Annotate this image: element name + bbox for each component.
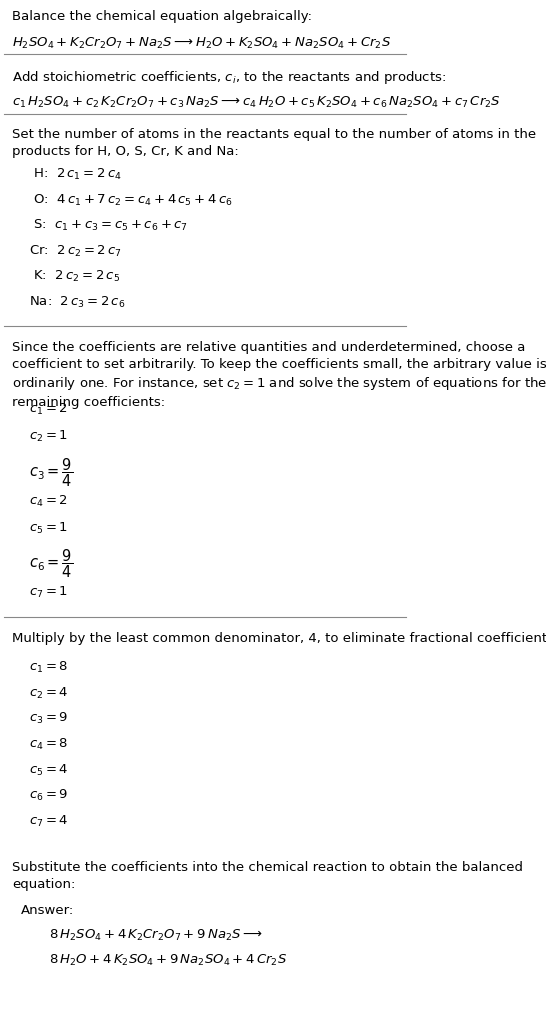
Text: $c_7 = 1$: $c_7 = 1$ [29, 585, 68, 600]
Text: Cr:  $2\,c_2 = 2\,c_7$: Cr: $2\,c_2 = 2\,c_7$ [29, 243, 122, 259]
Text: $c_6 = 9$: $c_6 = 9$ [29, 788, 68, 803]
Text: Set the number of atoms in the reactants equal to the number of atoms in the
pro: Set the number of atoms in the reactants… [13, 129, 536, 158]
Text: $c_1 = 2$: $c_1 = 2$ [29, 403, 68, 418]
Text: Since the coefficients are relative quantities and underdetermined, choose a
coe: Since the coefficients are relative quan… [13, 341, 546, 410]
Text: $8\, H_2SO_4 + 4\, K_2Cr_2O_7 + 9\, Na_2S \longrightarrow$: $8\, H_2SO_4 + 4\, K_2Cr_2O_7 + 9\, Na_2… [49, 928, 263, 943]
Text: K:  $2\,c_2 = 2\,c_5$: K: $2\,c_2 = 2\,c_5$ [29, 270, 120, 285]
Text: O:  $4\,c_1 + 7\,c_2 = c_4 + 4\,c_5 + 4\,c_6$: O: $4\,c_1 + 7\,c_2 = c_4 + 4\,c_5 + 4\,… [29, 193, 232, 208]
Text: Balance the chemical equation algebraically:: Balance the chemical equation algebraica… [13, 10, 312, 23]
Text: $8\, H_2O + 4\, K_2SO_4 + 9\, Na_2SO_4 + 4\, Cr_2S$: $8\, H_2O + 4\, K_2SO_4 + 9\, Na_2SO_4 +… [49, 953, 287, 968]
Text: $c_1\, H_2SO_4 + c_2\, K_2Cr_2O_7 + c_3\, Na_2S \longrightarrow c_4\, H_2O + c_5: $c_1\, H_2SO_4 + c_2\, K_2Cr_2O_7 + c_3\… [13, 94, 501, 110]
Text: $c_2 = 4$: $c_2 = 4$ [29, 685, 68, 701]
Text: H:  $2\,c_1 = 2\,c_4$: H: $2\,c_1 = 2\,c_4$ [29, 167, 121, 183]
Text: S:  $c_1 + c_3 = c_5 + c_6 + c_7$: S: $c_1 + c_3 = c_5 + c_6 + c_7$ [29, 218, 188, 233]
Text: $c_5 = 1$: $c_5 = 1$ [29, 520, 68, 535]
Text: Na:  $2\,c_3 = 2\,c_6$: Na: $2\,c_3 = 2\,c_6$ [29, 295, 125, 310]
Text: Answer:: Answer: [21, 904, 74, 918]
FancyBboxPatch shape [4, 890, 406, 982]
Text: $c_3 = 9$: $c_3 = 9$ [29, 712, 68, 726]
Text: $c_2 = 1$: $c_2 = 1$ [29, 429, 68, 444]
Text: Multiply by the least common denominator, 4, to eliminate fractional coefficient: Multiply by the least common denominator… [13, 632, 546, 645]
Text: $c_5 = 4$: $c_5 = 4$ [29, 763, 68, 778]
Text: $c_6 = \dfrac{9}{4}$: $c_6 = \dfrac{9}{4}$ [29, 548, 73, 580]
Text: $c_4 = 2$: $c_4 = 2$ [29, 494, 68, 509]
Text: $c_4 = 8$: $c_4 = 8$ [29, 737, 68, 752]
Text: $H_2SO_4 + K_2Cr_2O_7 + Na_2S \longrightarrow H_2O + K_2SO_4 + Na_2SO_4 + Cr_2S$: $H_2SO_4 + K_2Cr_2O_7 + Na_2S \longright… [13, 35, 391, 51]
Text: $c_7 = 4$: $c_7 = 4$ [29, 813, 68, 828]
Text: $c_1 = 8$: $c_1 = 8$ [29, 660, 68, 675]
Text: $c_3 = \dfrac{9}{4}$: $c_3 = \dfrac{9}{4}$ [29, 456, 73, 489]
Text: Substitute the coefficients into the chemical reaction to obtain the balanced
eq: Substitute the coefficients into the che… [13, 861, 523, 890]
Text: Add stoichiometric coefficients, $\mathit{c}_i$, to the reactants and products:: Add stoichiometric coefficients, $\mathi… [13, 69, 447, 86]
